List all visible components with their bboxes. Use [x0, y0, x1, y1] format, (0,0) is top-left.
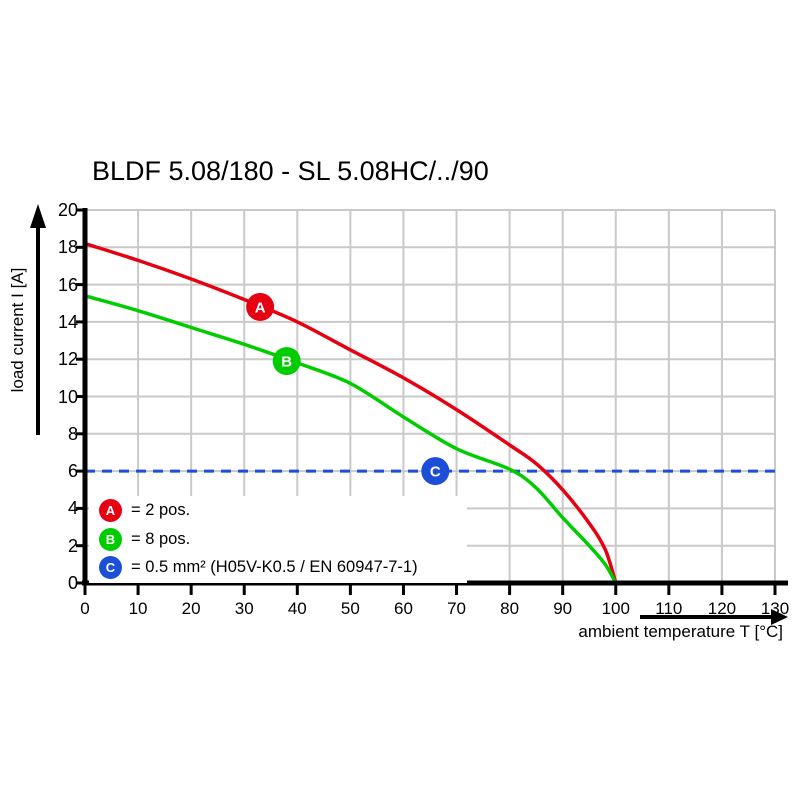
y-tick-label: 14 [57, 311, 78, 332]
y-tick-label: 12 [57, 349, 78, 370]
x-tick-label: 70 [447, 599, 466, 618]
x-tick-label: 60 [393, 599, 413, 618]
legend-label-c: = 0.5 mm² (H05V-K0.5 / EN 60947-7-1) [131, 558, 418, 576]
x-tick-label: 110 [655, 599, 683, 618]
curve-marker-c: C [421, 457, 450, 486]
y-tick-label: 20 [57, 200, 78, 220]
legend-label-a: = 2 pos. [131, 501, 191, 519]
legend-item-a: A = 2 pos. [99, 499, 467, 522]
curve-marker-b: B [272, 347, 301, 376]
curve-marker-letter: C [430, 464, 441, 481]
curve-marker-letter: A [255, 299, 266, 316]
legend-marker-c-icon: C [99, 556, 122, 579]
y-tick-label: 2 [67, 535, 78, 556]
curve-b [83, 294, 618, 585]
x-tick-label: 50 [340, 599, 360, 618]
y-tick-label: 18 [57, 237, 78, 258]
legend-label-b: = 8 pos. [131, 529, 191, 548]
x-tick-label: 30 [234, 599, 254, 618]
legend-item-b: B = 8 pos. [99, 527, 467, 551]
curve-marker-letter: B [281, 354, 292, 371]
x-tick-label: 90 [553, 599, 573, 618]
curve-marker-circle [421, 457, 450, 486]
y-tick-label: 6 [67, 461, 78, 482]
y-tick-label: 0 [67, 573, 78, 593]
x-axis-label: ambient temperature T [°C] [578, 622, 783, 641]
legend: A = 2 pos. B = 8 pos. C = 0.5 mm² (H05V-… [89, 496, 467, 583]
x-tick-label: 80 [500, 599, 520, 618]
curve-marker-circle [272, 347, 301, 376]
y-tick-label: 10 [57, 386, 78, 407]
y-tick-label: 8 [67, 423, 78, 444]
y-tick-label: 16 [57, 274, 78, 295]
x-tick-label: 0 [80, 599, 90, 618]
curve-marker-circle [246, 292, 275, 321]
y-tick-label: 4 [67, 498, 78, 519]
legend-item-c: C = 0.5 mm² (H05V-K0.5 / EN 60947-7-1) [99, 556, 467, 579]
y-axis-label: load current I [A] [8, 267, 27, 393]
legend-marker-b-icon: B [99, 527, 122, 551]
curve-a [83, 241, 618, 585]
chart-title: BLDF 5.08/180 - SL 5.08HC/../90 [92, 156, 489, 186]
x-tick-label: 20 [181, 599, 201, 618]
x-axis-arrow-icon [640, 609, 788, 625]
x-tick-label: 10 [128, 599, 148, 618]
legend-marker-a-icon: A [99, 499, 122, 522]
plot-area: ABC [76, 208, 788, 595]
x-tick-label: 120 [707, 599, 737, 618]
x-tick-label: 40 [287, 599, 307, 618]
y-axis-arrow-icon [30, 204, 46, 435]
x-tick-label: 100 [601, 599, 630, 618]
x-tick-label: 130 [760, 599, 790, 618]
curve-marker-a: A [246, 292, 275, 321]
